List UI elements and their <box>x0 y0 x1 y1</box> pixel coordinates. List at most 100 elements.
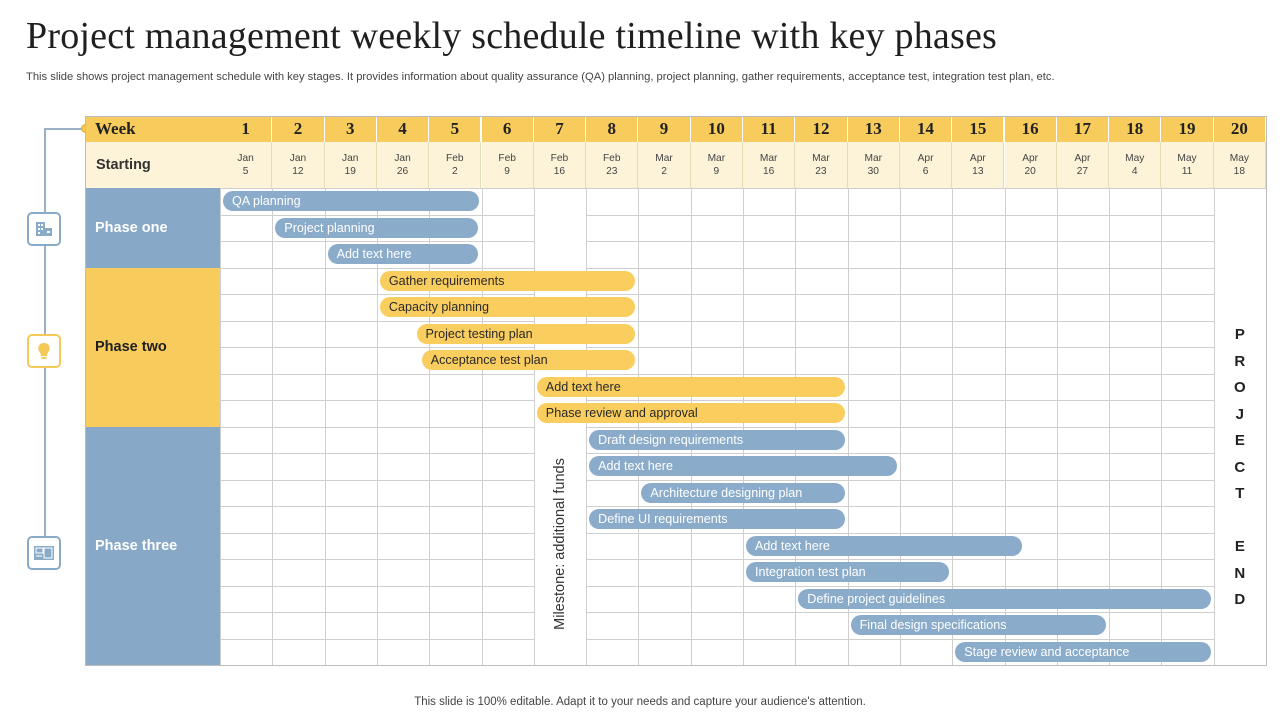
footer-note: This slide is 100% editable. Adapt it to… <box>414 696 866 708</box>
task-bar[interactable]: Stage review and acceptance <box>955 641 1211 662</box>
week-number: 18 <box>1109 116 1162 142</box>
week-start-date: Jan 26 <box>376 142 430 188</box>
grid-column-line <box>743 188 744 665</box>
grid-column-line <box>1161 188 1163 665</box>
week-start-date: Mar 23 <box>795 142 848 188</box>
week-header-label: Week <box>85 116 220 142</box>
side-timeline-horizontal <box>44 128 86 130</box>
week-number: 16 <box>1004 116 1057 142</box>
week-start-date: Jan 19 <box>324 142 377 188</box>
week-start-date: May 4 <box>1109 142 1162 188</box>
week-number: 7 <box>533 116 587 142</box>
week-number: 8 <box>586 116 639 142</box>
milestone-column-border <box>586 188 588 665</box>
phase-label-1: Phase one <box>85 188 220 268</box>
task-bar[interactable]: Draft design requirements <box>589 429 845 450</box>
week-start-date: Feb 16 <box>533 142 587 188</box>
task-bar[interactable]: Phase review and approval <box>536 403 845 424</box>
week-number: 13 <box>847 116 900 142</box>
week-start-date: Feb 9 <box>481 142 534 188</box>
project-end-letter: N <box>1234 564 1246 582</box>
week-start-date: Apr 20 <box>1004 142 1057 188</box>
week-number: 9 <box>638 116 691 142</box>
week-start-date: Feb 2 <box>429 142 482 188</box>
grid-column-line <box>847 188 849 665</box>
building-icon <box>27 212 61 246</box>
task-bar[interactable]: Integration test plan <box>746 562 950 583</box>
task-bar[interactable]: Project planning <box>275 217 479 238</box>
project-end-letter: E <box>1234 432 1245 449</box>
week-start-date: May 11 <box>1161 142 1214 188</box>
week-start-date: Mar 2 <box>638 142 691 188</box>
week-number: 14 <box>899 116 953 142</box>
week-start-date: Apr 13 <box>952 142 1005 188</box>
project-end-letter: C <box>1234 458 1246 476</box>
grid-column-line <box>1004 188 1006 665</box>
week-number: 12 <box>795 116 848 142</box>
grid-column-line <box>272 188 274 665</box>
grid-row-line <box>220 665 1266 666</box>
week-number: 15 <box>952 116 1005 142</box>
week-number: 3 <box>324 116 377 142</box>
milestone-column-border <box>533 188 535 665</box>
grid-column-line <box>324 188 326 665</box>
task-bar[interactable]: Define UI requirements <box>589 509 845 530</box>
grid-column-line <box>1056 188 1058 665</box>
project-end-letter: O <box>1234 379 1246 396</box>
task-bar[interactable]: Add text here <box>589 456 897 477</box>
grid-column-line <box>638 188 640 665</box>
task-bar[interactable]: Define project guidelines <box>798 588 1211 609</box>
grid-column-line <box>690 188 692 665</box>
task-bar[interactable]: Add text here <box>536 376 845 397</box>
phase-label-3: Phase three <box>85 426 220 665</box>
week-number: 1 <box>220 116 273 142</box>
week-start-date: Apr 27 <box>1056 142 1110 188</box>
task-bar[interactable]: Gather requirements <box>379 270 636 291</box>
project-end-column-border <box>1213 188 1215 665</box>
week-start-date: May 18 <box>1213 142 1266 188</box>
page-subtitle: This slide shows project management sche… <box>26 71 1055 83</box>
week-number: 10 <box>690 116 743 142</box>
lightbulb-icon <box>27 334 61 368</box>
week-number: 11 <box>743 116 796 142</box>
phase-label-2: Phase two <box>85 267 220 427</box>
week-number: 20 <box>1213 116 1266 142</box>
task-bar[interactable]: Acceptance test plan <box>421 350 636 371</box>
project-end-letter: D <box>1234 591 1246 608</box>
milestone-column <box>534 189 587 665</box>
week-number: 17 <box>1056 116 1110 142</box>
task-bar[interactable]: Add text here <box>327 244 479 265</box>
week-start-date: Feb 23 <box>586 142 639 188</box>
week-number: 4 <box>376 116 430 142</box>
grid-column-line <box>1109 188 1111 665</box>
starting-header-label: Starting <box>85 142 220 188</box>
task-bar[interactable]: Capacity planning <box>379 297 636 318</box>
week-number: 6 <box>481 116 534 142</box>
week-start-date: Mar 16 <box>743 142 796 188</box>
week-number: 19 <box>1161 116 1214 142</box>
week-start-date: Apr 6 <box>899 142 953 188</box>
project-end-letter: J <box>1235 405 1245 423</box>
grid-column-line <box>952 188 954 665</box>
project-end-letter: E <box>1234 538 1245 555</box>
grid-column-line <box>220 188 221 665</box>
blueprint-icon <box>27 536 61 570</box>
week-number: 5 <box>429 116 482 142</box>
task-bar[interactable]: QA planning <box>223 191 479 212</box>
task-bar[interactable]: Add text here <box>746 535 1023 556</box>
grid-column-line <box>429 188 431 665</box>
grid-column-line <box>899 188 901 665</box>
task-bar[interactable]: Architecture designing plan <box>641 482 845 503</box>
task-bar[interactable]: Final design specifications <box>850 615 1107 636</box>
project-end-column <box>1214 189 1266 665</box>
week-start-date: Mar 9 <box>690 142 743 188</box>
project-end-letter: T <box>1235 485 1245 502</box>
week-start-date: Jan 12 <box>272 142 325 188</box>
grid-column-line <box>481 188 483 665</box>
project-end-letter: P <box>1234 326 1245 343</box>
grid-column-line <box>795 188 797 665</box>
task-bar[interactable]: Project testing plan <box>416 323 636 344</box>
page-title: Project management weekly schedule timel… <box>26 15 998 57</box>
week-start-date: Jan 5 <box>220 142 273 188</box>
